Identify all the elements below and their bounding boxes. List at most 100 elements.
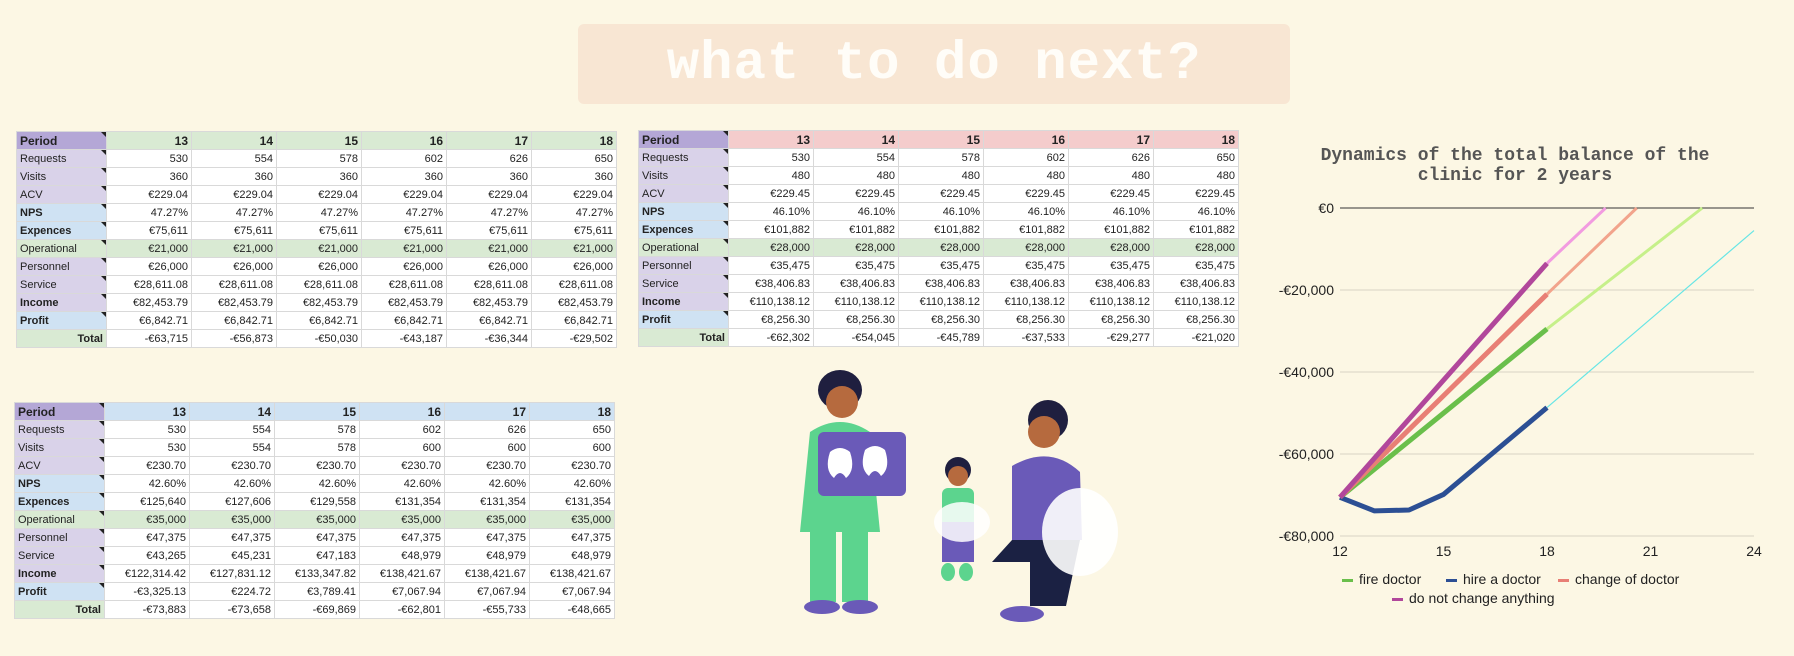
table-cell[interactable]: €101,882 xyxy=(983,220,1069,239)
row-label[interactable]: Income xyxy=(16,293,107,312)
table-cell[interactable]: €47,183 xyxy=(274,546,360,565)
table-cell[interactable]: €21,000 xyxy=(446,239,532,258)
column-header[interactable]: 13 xyxy=(104,402,190,421)
table-cell[interactable]: €26,000 xyxy=(531,257,617,276)
table-cell[interactable]: 600 xyxy=(359,438,445,457)
table-cell[interactable]: €101,882 xyxy=(1068,220,1154,239)
row-label[interactable]: Income xyxy=(14,564,105,583)
table-cell[interactable]: €8,256.30 xyxy=(1153,310,1239,329)
table-cell[interactable]: -€48,665 xyxy=(529,600,615,619)
table-cell[interactable]: €28,000 xyxy=(898,238,984,257)
table-cell[interactable]: €35,000 xyxy=(359,510,445,529)
table-cell[interactable]: €35,475 xyxy=(813,256,899,275)
table-cell[interactable]: 578 xyxy=(898,148,984,167)
table-cell[interactable]: 530 xyxy=(104,420,190,439)
row-label[interactable]: Operational xyxy=(14,510,105,529)
table-cell[interactable]: €6,842.71 xyxy=(191,311,277,330)
row-label[interactable]: Profit xyxy=(638,310,729,329)
table-cell[interactable]: 360 xyxy=(276,167,362,186)
table-cell[interactable]: €3,789.41 xyxy=(274,582,360,601)
row-label[interactable]: ACV xyxy=(16,185,107,204)
table-cell[interactable]: €127,606 xyxy=(189,492,275,511)
table-cell[interactable]: -€54,045 xyxy=(813,328,899,347)
table-cell[interactable]: €138,421.67 xyxy=(529,564,615,583)
table-cell[interactable]: €38,406.83 xyxy=(728,274,814,293)
table-cell[interactable]: 650 xyxy=(531,149,617,168)
table-cell[interactable]: €229.45 xyxy=(728,184,814,203)
row-label[interactable]: Service xyxy=(14,546,105,565)
column-header[interactable]: 14 xyxy=(191,131,277,150)
table-cell[interactable]: -€29,277 xyxy=(1068,328,1154,347)
table-cell[interactable]: €28,611.08 xyxy=(531,275,617,294)
table-cell[interactable]: €28,000 xyxy=(728,238,814,257)
table-cell[interactable]: €229.04 xyxy=(106,185,192,204)
table-cell[interactable]: €131,354 xyxy=(444,492,530,511)
table-cell[interactable]: €8,256.30 xyxy=(983,310,1069,329)
column-header[interactable]: 16 xyxy=(983,130,1069,149)
table-cell[interactable]: €28,000 xyxy=(1068,238,1154,257)
row-label[interactable]: Total xyxy=(14,600,105,619)
table-cell[interactable]: €28,611.08 xyxy=(446,275,532,294)
column-header[interactable]: 18 xyxy=(531,131,617,150)
table-cell[interactable]: 360 xyxy=(191,167,277,186)
table-cell[interactable]: -€69,869 xyxy=(274,600,360,619)
table-cell[interactable]: €101,882 xyxy=(813,220,899,239)
table-cell[interactable]: €110,138.12 xyxy=(898,292,984,311)
table-cell[interactable]: 480 xyxy=(728,166,814,185)
column-header[interactable]: 17 xyxy=(446,131,532,150)
table-cell[interactable]: €7,067.94 xyxy=(359,582,445,601)
table-cell[interactable]: 480 xyxy=(898,166,984,185)
table-cell[interactable]: €26,000 xyxy=(191,257,277,276)
table-cell[interactable]: 47.27% xyxy=(361,203,447,222)
table-cell[interactable]: 480 xyxy=(983,166,1069,185)
table-cell[interactable]: €28,611.08 xyxy=(106,275,192,294)
table-cell[interactable]: €6,842.71 xyxy=(276,311,362,330)
table-cell[interactable]: €47,375 xyxy=(274,528,360,547)
table-cell[interactable]: €110,138.12 xyxy=(813,292,899,311)
table-cell[interactable]: 626 xyxy=(1068,148,1154,167)
row-label[interactable]: Profit xyxy=(16,311,107,330)
table-cell[interactable]: 600 xyxy=(529,438,615,457)
table-cell[interactable]: 626 xyxy=(446,149,532,168)
table-cell[interactable]: €75,611 xyxy=(276,221,362,240)
column-header[interactable]: 14 xyxy=(189,402,275,421)
table-cell[interactable]: €229.04 xyxy=(446,185,532,204)
table-cell[interactable]: 42.60% xyxy=(274,474,360,493)
table-cell[interactable]: 360 xyxy=(531,167,617,186)
table-cell[interactable]: €47,375 xyxy=(104,528,190,547)
table-cell[interactable]: €131,354 xyxy=(529,492,615,511)
row-label[interactable]: Income xyxy=(638,292,729,311)
table-cell[interactable]: 47.27% xyxy=(106,203,192,222)
row-label[interactable]: Visits xyxy=(16,167,107,186)
row-label[interactable]: ACV xyxy=(638,184,729,203)
table-cell[interactable]: €229.45 xyxy=(1153,184,1239,203)
row-label[interactable]: NPS xyxy=(16,203,107,222)
table-cell[interactable]: €8,256.30 xyxy=(898,310,984,329)
row-label[interactable]: Operational xyxy=(638,238,729,257)
row-label[interactable]: Expences xyxy=(14,492,105,511)
table-cell[interactable]: €229.45 xyxy=(813,184,899,203)
table-cell[interactable]: 480 xyxy=(1153,166,1239,185)
table-cell[interactable]: €224.72 xyxy=(189,582,275,601)
table-cell[interactable]: -€73,883 xyxy=(104,600,190,619)
row-label[interactable]: Requests xyxy=(16,149,107,168)
table-cell[interactable]: €47,375 xyxy=(444,528,530,547)
table-cell[interactable]: 602 xyxy=(359,420,445,439)
table-cell[interactable]: €47,375 xyxy=(359,528,445,547)
row-label[interactable]: Personnel xyxy=(14,528,105,547)
table-cell[interactable]: €75,611 xyxy=(531,221,617,240)
table-cell[interactable]: 554 xyxy=(191,149,277,168)
table-cell[interactable]: 47.27% xyxy=(191,203,277,222)
table-cell[interactable]: €82,453.79 xyxy=(276,293,362,312)
table-cell[interactable]: €48,979 xyxy=(359,546,445,565)
row-label[interactable]: Profit xyxy=(14,582,105,601)
table-cell[interactable]: €38,406.83 xyxy=(1153,274,1239,293)
row-label[interactable]: Visits xyxy=(14,438,105,457)
table-cell[interactable]: €38,406.83 xyxy=(1068,274,1154,293)
table-cell[interactable]: €35,000 xyxy=(104,510,190,529)
table-cell[interactable]: €21,000 xyxy=(106,239,192,258)
table-cell[interactable]: 42.60% xyxy=(529,474,615,493)
table-cell[interactable]: €82,453.79 xyxy=(106,293,192,312)
table-cell[interactable]: €38,406.83 xyxy=(983,274,1069,293)
column-header-period[interactable]: Period xyxy=(14,402,105,421)
